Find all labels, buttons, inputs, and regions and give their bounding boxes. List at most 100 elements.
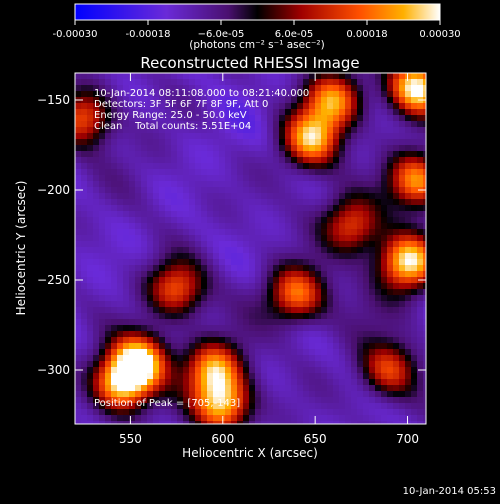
heatmap-cell	[213, 193, 220, 200]
x-tick-label: 650	[304, 432, 327, 446]
heatmap-cell	[321, 385, 328, 392]
heatmap-cell	[99, 211, 106, 218]
heatmap-cell	[291, 259, 298, 266]
heatmap-cell	[87, 109, 94, 116]
heatmap-cell	[207, 283, 214, 290]
heatmap-cell	[375, 301, 382, 308]
heatmap-cell	[393, 241, 400, 248]
heatmap-cell	[339, 367, 346, 374]
heatmap-cell	[111, 169, 118, 176]
heatmap-cell	[387, 241, 394, 248]
heatmap-cell	[423, 223, 426, 230]
heatmap-cell	[249, 313, 256, 320]
heatmap-cell	[417, 127, 424, 134]
heatmap-cell	[249, 211, 256, 218]
heatmap-cell	[99, 157, 106, 164]
heatmap-cell	[231, 223, 238, 230]
heatmap-cell	[291, 85, 298, 92]
heatmap-cell	[261, 193, 268, 200]
heatmap-cell	[381, 163, 388, 170]
heatmap-cell	[333, 73, 340, 80]
heatmap-cell	[243, 97, 250, 104]
heatmap-cell	[339, 115, 346, 122]
heatmap-cell	[195, 91, 202, 98]
heatmap-cell	[285, 373, 292, 380]
heatmap-cell	[99, 181, 106, 188]
heatmap-cell	[333, 121, 340, 128]
heatmap-cell	[123, 373, 130, 380]
heatmap-cell	[363, 199, 370, 206]
heatmap-cell	[315, 253, 322, 260]
heatmap-cell	[87, 241, 94, 248]
heatmap-cell	[99, 313, 106, 320]
heatmap-cell	[237, 217, 244, 224]
heatmap-cell	[267, 421, 274, 424]
heatmap-cell	[183, 187, 190, 194]
heatmap-cell	[135, 247, 142, 254]
heatmap-cell	[321, 373, 328, 380]
heatmap-cell	[213, 409, 220, 416]
heatmap-cell	[159, 403, 166, 410]
heatmap-cell	[393, 247, 400, 254]
heatmap-cell	[255, 337, 262, 344]
heatmap-cell	[345, 415, 352, 422]
heatmap-cell	[177, 421, 184, 424]
heatmap-cell	[129, 127, 136, 134]
heatmap-cell	[321, 325, 328, 332]
heatmap-cell	[303, 211, 310, 218]
heatmap-cell	[303, 199, 310, 206]
heatmap-cell	[399, 397, 406, 404]
heatmap-cell	[93, 241, 100, 248]
heatmap-cell	[393, 121, 400, 128]
heatmap-cell	[357, 391, 364, 398]
heatmap-cell	[105, 199, 112, 206]
heatmap-cell	[231, 163, 238, 170]
heatmap-cell	[369, 277, 376, 284]
heatmap-cell	[195, 259, 202, 266]
heatmap-cell	[351, 79, 358, 86]
heatmap-cell	[375, 205, 382, 212]
heatmap-cell	[363, 187, 370, 194]
heatmap-cell	[225, 241, 232, 248]
heatmap-cell	[339, 133, 346, 140]
heatmap-cell	[291, 301, 298, 308]
heatmap-cell	[297, 223, 304, 230]
heatmap-cell	[237, 391, 244, 398]
heatmap-cell	[75, 313, 82, 320]
heatmap-cell	[159, 193, 166, 200]
heatmap-cell	[75, 223, 82, 230]
heatmap-cell	[147, 241, 154, 248]
heatmap-cell	[123, 211, 130, 218]
heatmap-cell	[285, 265, 292, 272]
heatmap-cell	[147, 313, 154, 320]
heatmap-cell	[243, 235, 250, 242]
heatmap-cell	[351, 379, 358, 386]
heatmap-cell	[345, 127, 352, 134]
heatmap-cell	[327, 133, 334, 140]
heatmap-cell	[195, 397, 202, 404]
heatmap-cell	[243, 289, 250, 296]
heatmap-cell	[333, 271, 340, 278]
heatmap-cell	[423, 217, 426, 224]
heatmap-cell	[159, 199, 166, 206]
heatmap-cell	[147, 409, 154, 416]
heatmap-cell	[327, 349, 334, 356]
heatmap-cell	[351, 355, 358, 362]
heatmap-cell	[387, 205, 394, 212]
heatmap-cell	[99, 409, 106, 416]
heatmap-cell	[237, 355, 244, 362]
heatmap-cell	[183, 409, 190, 416]
heatmap-cell	[123, 349, 130, 356]
heatmap-cell	[315, 193, 322, 200]
heatmap-cell	[135, 199, 142, 206]
heatmap-cell	[279, 91, 286, 98]
heatmap-cell	[423, 127, 426, 134]
heatmap-cell	[339, 325, 346, 332]
heatmap-cell	[339, 187, 346, 194]
heatmap-cell	[261, 241, 268, 248]
heatmap-cell	[381, 277, 388, 284]
heatmap-cell	[387, 367, 394, 374]
heatmap-cell	[321, 391, 328, 398]
heatmap-cell	[333, 265, 340, 272]
heatmap-cell	[177, 229, 184, 236]
